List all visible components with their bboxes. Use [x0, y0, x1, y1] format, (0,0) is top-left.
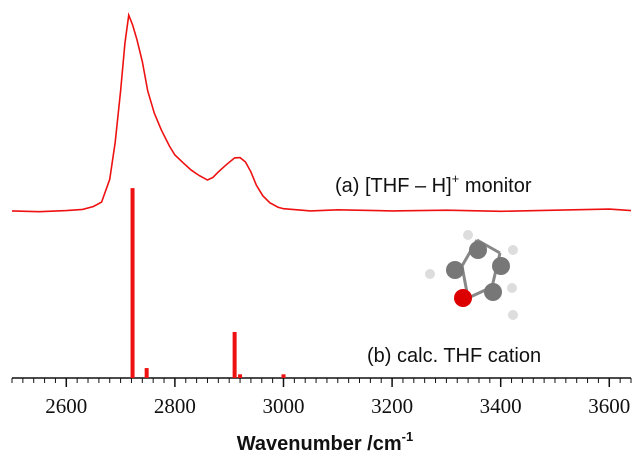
x-tick-label: 3600 [588, 394, 630, 418]
annotation: (b) calc. THF cation [367, 345, 541, 367]
molecule [425, 230, 518, 320]
x-tick-label: 2600 [45, 394, 87, 418]
annotation-superscript: + [452, 171, 460, 186]
x-axis-label-text: Wavenumber /cm [237, 433, 402, 455]
x-tick-label: 2800 [154, 394, 196, 418]
annotation-part: monitor [459, 175, 532, 197]
x-tick-label: 3400 [480, 394, 522, 418]
annotation-part: (a) [THF – H] [335, 175, 452, 197]
annotation: (a) [THF – H]+ monitor [335, 171, 532, 197]
x-tick-label: 3000 [262, 394, 304, 418]
x-axis-label-superscript: -1 [402, 429, 414, 444]
spectrum-line [11, 12, 632, 213]
x-axis-label: Wavenumber /cm-1 [237, 429, 413, 455]
x-tick-label: 3200 [371, 394, 413, 418]
